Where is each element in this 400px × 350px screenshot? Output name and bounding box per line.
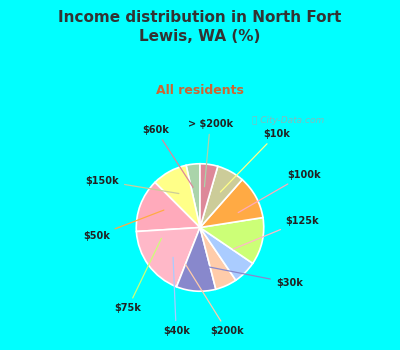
Wedge shape <box>176 228 216 291</box>
Wedge shape <box>200 166 242 228</box>
Text: $50k: $50k <box>83 210 164 241</box>
Text: $75k: $75k <box>114 238 162 313</box>
Wedge shape <box>186 164 200 228</box>
Wedge shape <box>200 180 263 228</box>
Text: $200k: $200k <box>186 265 244 336</box>
Text: > $200k: > $200k <box>188 119 233 187</box>
Wedge shape <box>200 228 236 289</box>
Text: $40k: $40k <box>163 257 190 336</box>
Text: All residents: All residents <box>156 84 244 97</box>
Wedge shape <box>200 164 218 228</box>
Text: $150k: $150k <box>86 176 179 194</box>
Wedge shape <box>136 182 200 231</box>
Text: ⓘ City-Data.com: ⓘ City-Data.com <box>252 116 324 125</box>
Text: $10k: $10k <box>220 129 290 192</box>
Text: Income distribution in North Fort
Lewis, WA (%): Income distribution in North Fort Lewis,… <box>58 10 342 44</box>
Wedge shape <box>155 165 200 228</box>
Wedge shape <box>136 228 200 287</box>
Text: $30k: $30k <box>205 266 303 288</box>
Text: $125k: $125k <box>234 216 319 249</box>
Wedge shape <box>200 228 253 280</box>
Text: $100k: $100k <box>238 170 320 212</box>
Wedge shape <box>200 218 264 263</box>
Text: $60k: $60k <box>142 125 193 187</box>
